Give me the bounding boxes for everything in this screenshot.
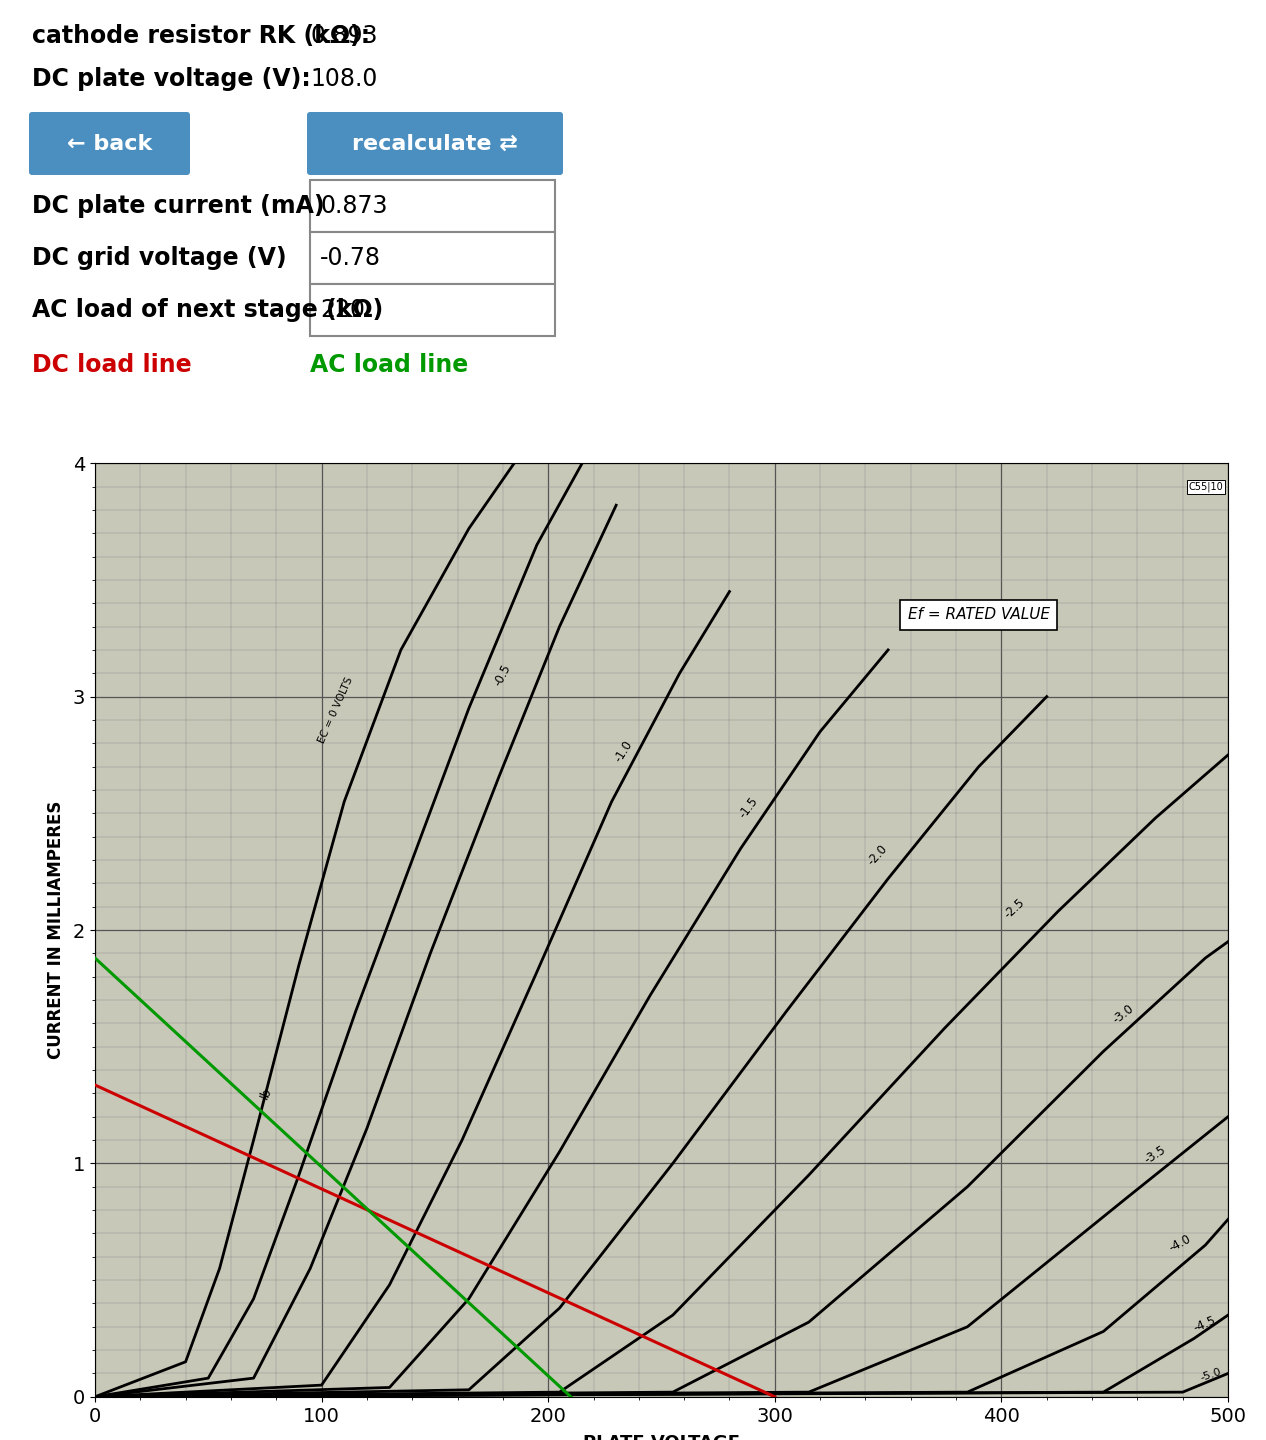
Text: Ef = RATED VALUE: Ef = RATED VALUE: [908, 608, 1050, 622]
Bar: [310, 180, 555, 232]
Text: EC = 0 VOLTS: EC = 0 VOLTS: [316, 675, 356, 746]
Text: -0.78: -0.78: [320, 246, 381, 271]
FancyBboxPatch shape: [306, 112, 563, 176]
Text: -3.0: -3.0: [1110, 1002, 1136, 1027]
Text: -3.5: -3.5: [1142, 1143, 1169, 1166]
Text: DC load line: DC load line: [32, 353, 191, 377]
Text: -5.0: -5.0: [1199, 1367, 1222, 1382]
Text: C55|10: C55|10: [1189, 482, 1223, 492]
Text: -4.5: -4.5: [1191, 1313, 1218, 1335]
Text: -2.5: -2.5: [1001, 896, 1027, 922]
Text: 0.893: 0.893: [310, 24, 377, 48]
Text: recalculate ⇄: recalculate ⇄: [352, 134, 518, 154]
Text: -2.0: -2.0: [866, 842, 890, 868]
Text: -4.0: -4.0: [1167, 1233, 1194, 1256]
Y-axis label: CURRENT IN MILLIAMPERES: CURRENT IN MILLIAMPERES: [47, 801, 65, 1060]
Text: ← back: ← back: [67, 134, 152, 154]
Text: -1.5: -1.5: [737, 795, 761, 821]
Text: cathode resistor RK (kΩ):: cathode resistor RK (kΩ):: [32, 24, 370, 48]
Text: -0.5: -0.5: [491, 661, 514, 688]
Text: 108.0: 108.0: [310, 68, 377, 91]
Text: Ib: Ib: [258, 1086, 275, 1102]
Text: DC plate current (mA): DC plate current (mA): [32, 194, 324, 217]
Text: DC plate voltage (V):: DC plate voltage (V):: [32, 68, 310, 91]
Text: AC load line: AC load line: [310, 353, 468, 377]
Text: -1.0: -1.0: [611, 739, 634, 765]
Bar: [310, 232, 555, 284]
Text: 220: 220: [320, 298, 365, 323]
Text: 0.873: 0.873: [320, 194, 387, 217]
Text: AC load of next stage (kΩ): AC load of next stage (kΩ): [32, 298, 384, 323]
X-axis label: PLATE VOLTAGE: PLATE VOLTAGE: [582, 1434, 741, 1440]
Bar: [310, 284, 555, 336]
FancyBboxPatch shape: [29, 112, 190, 176]
Text: DC grid voltage (V): DC grid voltage (V): [32, 246, 286, 271]
